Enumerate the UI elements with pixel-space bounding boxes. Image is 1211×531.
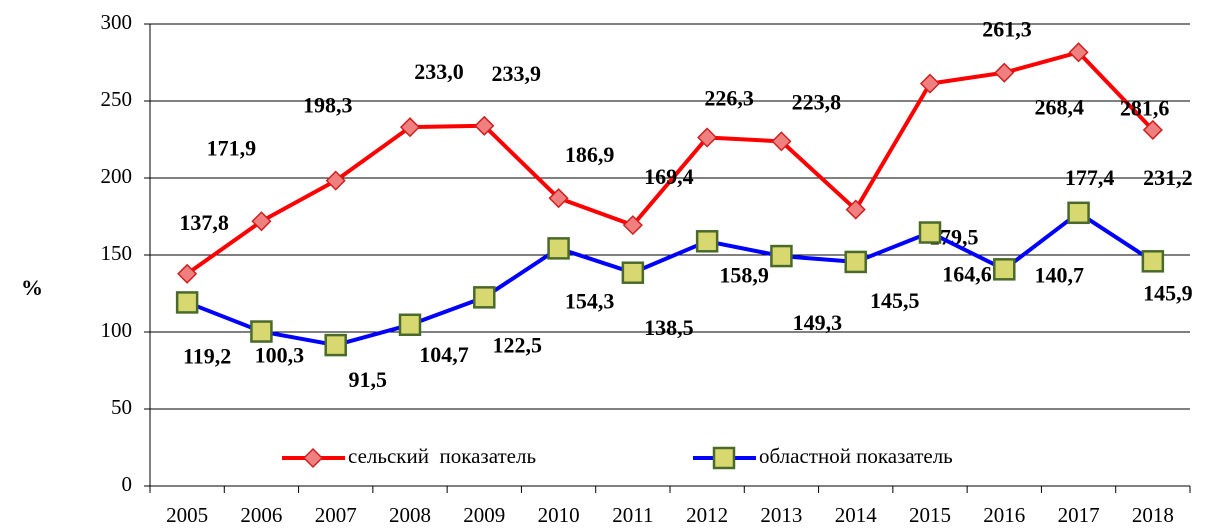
series-line: [185, 50, 1155, 276]
x-tick-label: 2006: [240, 503, 282, 527]
value-label: 122,5: [493, 332, 543, 357]
marker: [473, 286, 496, 309]
x-tick-label: 2009: [463, 503, 505, 527]
x-tick-label: 2008: [389, 503, 431, 527]
marker: [325, 170, 346, 191]
value-label: 233,9: [492, 61, 542, 86]
marker: [399, 117, 421, 138]
value-label: 268,4: [1035, 95, 1085, 120]
value-label: 91,5: [348, 367, 387, 392]
y-tick-label: 250: [101, 87, 133, 111]
value-label: 145,5: [870, 288, 920, 313]
legend-marker: [712, 446, 736, 470]
marker: [994, 62, 1015, 83]
value-label: 140,7: [1035, 262, 1085, 287]
legend-label: сельский показатель: [348, 444, 536, 468]
marker: [1141, 250, 1165, 273]
marker: [844, 250, 867, 274]
value-label: 164,6: [942, 262, 992, 287]
x-tick-label: 2015: [909, 503, 951, 527]
marker: [1068, 42, 1089, 63]
y-tick-label: 300: [101, 10, 133, 34]
marker: [697, 127, 718, 148]
value-label: 149,3: [793, 310, 843, 335]
value-label: 145,9: [1143, 280, 1193, 305]
legend-marker: [302, 447, 324, 469]
marker: [621, 261, 645, 284]
series-line: [186, 210, 1154, 348]
marker: [993, 258, 1016, 281]
marker: [177, 263, 198, 284]
y-tick-label: 150: [101, 241, 133, 265]
x-tick-label: 2018: [1132, 503, 1174, 527]
value-label: 177,4: [1065, 165, 1115, 190]
x-tick-label: 2017: [1058, 503, 1100, 527]
value-label: 223,8: [792, 89, 842, 114]
value-label: 233,0: [414, 59, 464, 84]
marker: [548, 188, 569, 209]
y-tick-label: 100: [101, 318, 133, 342]
marker: [547, 237, 570, 260]
value-label: 171,9: [207, 135, 257, 160]
marker: [251, 211, 272, 232]
legend-label: областной показатель: [759, 444, 953, 468]
marker: [622, 215, 643, 236]
value-label: 104,7: [419, 342, 469, 367]
y-tick-label: 0: [122, 472, 133, 496]
value-label: 138,5: [644, 315, 694, 340]
x-tick-label: 2005: [166, 503, 208, 527]
marker: [398, 313, 422, 337]
marker: [919, 73, 941, 94]
y-tick-label: 50: [111, 395, 132, 419]
value-label: 261,3: [982, 17, 1032, 42]
value-label: 186,9: [565, 142, 615, 167]
marker: [324, 333, 347, 357]
value-label: 137,8: [179, 210, 229, 235]
x-tick-label: 2014: [835, 503, 878, 527]
value-label: 158,9: [719, 262, 769, 287]
marker: [918, 221, 942, 244]
marker: [250, 320, 273, 343]
marker: [770, 244, 793, 268]
value-label: 169,4: [644, 164, 694, 189]
marker: [1142, 119, 1163, 141]
marker: [474, 115, 495, 136]
value-label: 119,2: [183, 343, 231, 368]
x-tick-label: 2011: [612, 503, 653, 527]
value-label: 100,3: [255, 343, 305, 368]
x-tick-label: 2012: [686, 503, 728, 527]
marker: [1067, 201, 1090, 225]
x-tick-label: 2007: [315, 503, 357, 527]
marker: [695, 230, 719, 253]
x-tick-label: 2016: [983, 503, 1025, 527]
marker: [175, 291, 199, 314]
value-label: 198,3: [303, 93, 353, 118]
value-label: 281,6: [1120, 95, 1170, 120]
marker: [845, 199, 866, 220]
value-label: 154,3: [565, 288, 615, 313]
x-tick-label: 2010: [538, 503, 580, 527]
x-tick-label: 2013: [760, 503, 802, 527]
value-label: 231,2: [1143, 165, 1193, 190]
marker: [771, 131, 792, 152]
y-tick-label: 200: [101, 164, 133, 188]
value-label: 226,3: [704, 86, 754, 111]
y-axis-label: %: [21, 275, 43, 300]
